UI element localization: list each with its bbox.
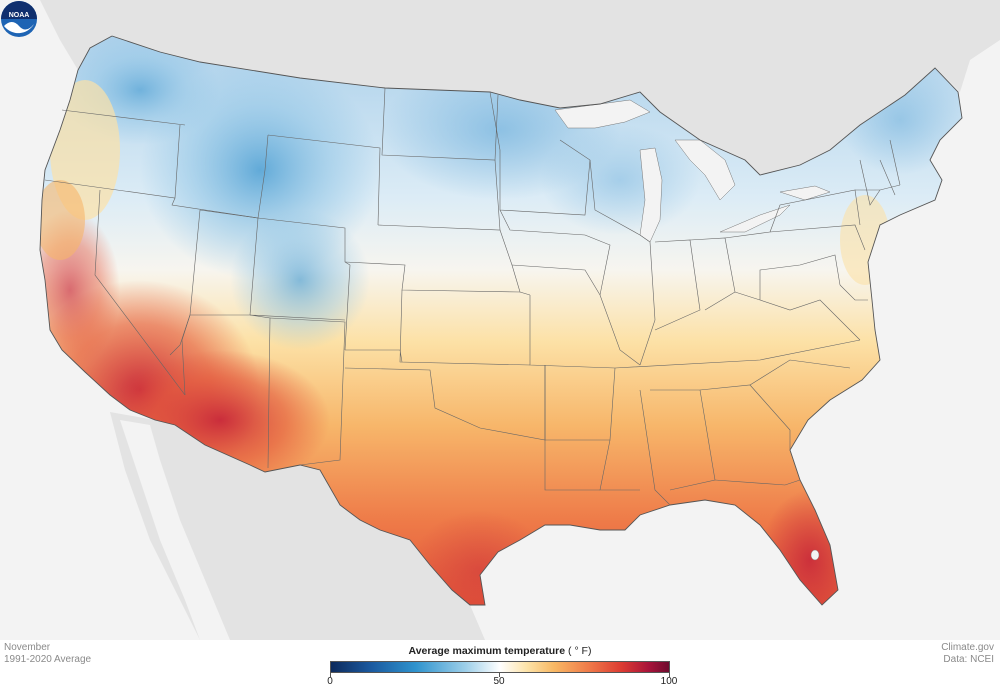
baja-water <box>120 420 230 640</box>
legend-tick-label-100: 100 <box>660 676 678 687</box>
period-month: November <box>4 642 51 653</box>
map-svg <box>0 0 1000 640</box>
legend-title: Average maximum temperature ( ° F) <box>330 645 670 657</box>
legend-color-bar <box>330 661 670 673</box>
footer: November 1991-2020 Average Average maxim… <box>0 640 1000 690</box>
lake-superior <box>554 99 651 129</box>
temperature-map: NOAA <box>0 0 1000 640</box>
credit-site: Climate.gov <box>941 642 994 653</box>
credit-data: Data: NCEI <box>943 654 994 665</box>
lake-okeechobee <box>810 549 820 561</box>
state-borders <box>39 35 963 606</box>
lake-michigan <box>639 147 663 243</box>
legend-tick-label-0: 0 <box>327 676 333 687</box>
legend-unit: ( ° F) <box>568 645 592 657</box>
lake-ontario <box>779 185 831 201</box>
svg-text:NOAA: NOAA <box>9 12 30 19</box>
legend-title-text: Average maximum temperature <box>408 645 566 657</box>
canada-land <box>0 0 1000 175</box>
legend-tick-0 <box>330 673 331 677</box>
period-range: 1991-2020 Average <box>4 654 92 665</box>
lake-erie <box>719 204 791 233</box>
legend-tick-label-50: 50 <box>493 676 505 687</box>
legend-tick-100 <box>669 673 670 677</box>
noaa-logo: NOAA <box>1 1 37 37</box>
lake-huron <box>674 139 736 201</box>
legend-tick-50 <box>499 673 500 677</box>
